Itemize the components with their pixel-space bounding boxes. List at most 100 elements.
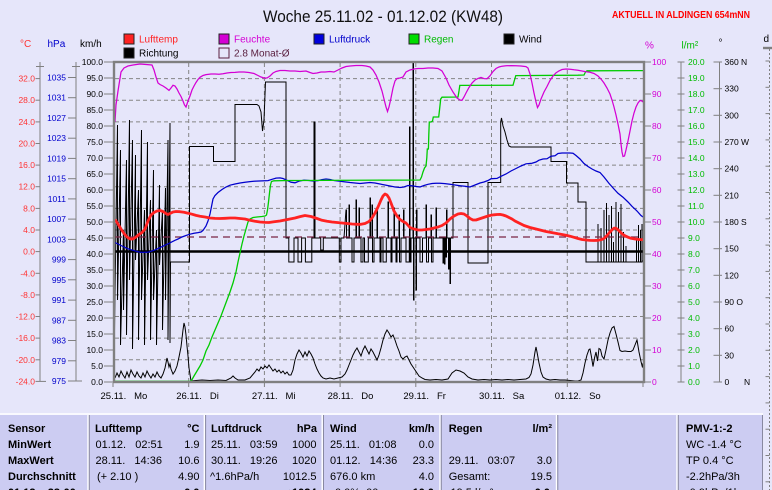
svg-text:0.0: 0.0 xyxy=(184,487,199,490)
svg-text:28.11. 14:36: 28.11. 14:36 xyxy=(96,455,162,467)
svg-text:N: N xyxy=(744,377,750,387)
svg-text:8.0: 8.0 xyxy=(688,249,700,259)
svg-text:270 W: 270 W xyxy=(725,137,750,147)
svg-text:29.11. 03:07: 29.11. 03:07 xyxy=(449,455,515,467)
svg-text:30: 30 xyxy=(725,350,735,360)
svg-text:6.0: 6.0 xyxy=(688,281,700,291)
svg-text:16.0: 16.0 xyxy=(18,160,35,170)
svg-text:50.0: 50.0 xyxy=(86,217,103,227)
svg-text:10.0: 10.0 xyxy=(86,345,103,355)
svg-text:60: 60 xyxy=(725,324,735,334)
svg-text:Regen: Regen xyxy=(424,35,453,46)
svg-text:975: 975 xyxy=(52,376,66,386)
svg-text:20.0: 20.0 xyxy=(688,57,705,67)
svg-text:1035: 1035 xyxy=(47,73,66,83)
svg-text:Durchschnitt: Durchschnitt xyxy=(8,471,76,483)
svg-text:210: 210 xyxy=(725,190,739,200)
svg-text:979: 979 xyxy=(52,356,66,366)
svg-text:(+ 2.10 ): (+ 2.10 ) xyxy=(97,471,138,483)
svg-text:km/h: km/h xyxy=(409,423,435,435)
svg-text:MaxWert: MaxWert xyxy=(8,455,54,467)
svg-text:17.0: 17.0 xyxy=(688,105,705,115)
svg-text:16.0: 16.0 xyxy=(688,121,705,131)
svg-text:0.0: 0.0 xyxy=(91,377,103,387)
svg-text:150: 150 xyxy=(725,244,739,254)
svg-text:15.0: 15.0 xyxy=(86,329,103,339)
svg-text:1031: 1031 xyxy=(47,93,66,103)
svg-text:-20.0: -20.0 xyxy=(16,355,36,365)
svg-text:20.0: 20.0 xyxy=(18,138,35,148)
svg-text:23.3: 23.3 xyxy=(413,455,434,467)
svg-text:5.0: 5.0 xyxy=(91,361,103,371)
svg-text:1012.5: 1012.5 xyxy=(283,471,317,483)
svg-text:0.0: 0.0 xyxy=(419,439,434,451)
svg-text:60: 60 xyxy=(652,185,662,195)
svg-text:3.0: 3.0 xyxy=(537,455,552,467)
svg-text:30.11. 19:26: 30.11. 19:26 xyxy=(211,455,277,467)
svg-text:30.0: 30.0 xyxy=(86,281,103,291)
svg-text:25.11. 01:08: 25.11. 01:08 xyxy=(330,439,396,451)
svg-text:28.0: 28.0 xyxy=(18,95,35,105)
svg-text:27.11. Mi: 27.11. Mi xyxy=(252,391,296,402)
svg-text:Woche 25.11.02 - 01.12.02 (KW4: Woche 25.11.02 - 01.12.02 (KW48) xyxy=(263,7,503,26)
svg-text:8.0: 8.0 xyxy=(23,203,35,213)
svg-text:100: 100 xyxy=(652,57,666,67)
svg-text:↓1024: ↓1024 xyxy=(287,487,318,490)
svg-text:0: 0 xyxy=(725,377,730,387)
svg-text:10.6: 10.6 xyxy=(178,455,199,467)
svg-text:hPa: hPa xyxy=(297,423,318,435)
svg-text:1.0: 1.0 xyxy=(688,361,700,371)
svg-text:29.11. Fr: 29.11. Fr xyxy=(403,391,446,402)
svg-text:80.0: 80.0 xyxy=(86,121,103,131)
svg-text:4.90: 4.90 xyxy=(178,471,199,483)
svg-text:18.0: 18.0 xyxy=(688,89,705,99)
svg-text:90: 90 xyxy=(652,89,662,99)
svg-text:°: ° xyxy=(719,38,723,49)
svg-text:26.11. Di: 26.11. Di xyxy=(176,391,219,402)
svg-text:-8.0: -8.0 xyxy=(20,290,35,300)
svg-text:5.0: 5.0 xyxy=(688,297,700,307)
svg-text:12.0: 12.0 xyxy=(18,182,35,192)
svg-text:Luftdruck: Luftdruck xyxy=(211,423,263,435)
svg-text:-12.0: -12.0 xyxy=(16,312,36,322)
svg-text:330: 330 xyxy=(725,84,739,94)
svg-text:7.0: 7.0 xyxy=(688,265,700,275)
svg-text:180 S: 180 S xyxy=(725,217,748,227)
svg-text:Luftdruck: Luftdruck xyxy=(329,35,371,46)
svg-text:4.0: 4.0 xyxy=(23,225,35,235)
svg-text:°C: °C xyxy=(187,423,199,435)
svg-text:19.0: 19.0 xyxy=(688,73,705,83)
svg-text:300: 300 xyxy=(725,110,739,120)
svg-text:°C: °C xyxy=(20,39,31,50)
svg-text:10: 10 xyxy=(652,345,662,355)
svg-text:25.11. Mo: 25.11. Mo xyxy=(101,391,148,402)
svg-text:100.0: 100.0 xyxy=(82,57,104,67)
svg-text:1027: 1027 xyxy=(47,113,66,123)
svg-text:70: 70 xyxy=(652,153,662,163)
svg-text:80: 80 xyxy=(652,121,662,131)
svg-text:85.0: 85.0 xyxy=(86,105,103,115)
svg-text:1003: 1003 xyxy=(47,234,66,244)
svg-text:01.12. 14:36: 01.12. 14:36 xyxy=(330,455,397,467)
svg-text:1007: 1007 xyxy=(47,214,66,224)
svg-text:PMV-1:-2: PMV-1:-2 xyxy=(686,423,732,435)
svg-text:Wind: Wind xyxy=(330,423,357,435)
svg-text:995: 995 xyxy=(52,275,66,285)
svg-text:d: d xyxy=(764,34,770,45)
svg-text:70.0: 70.0 xyxy=(86,153,103,163)
svg-text:4.0: 4.0 xyxy=(419,471,434,483)
svg-text:11.0: 11.0 xyxy=(688,201,704,211)
svg-text:676.0 km: 676.0 km xyxy=(330,471,375,483)
svg-text:%: % xyxy=(645,41,654,52)
svg-text:Lufttemp: Lufttemp xyxy=(139,35,178,46)
svg-text:0: 0 xyxy=(652,377,657,387)
svg-text:1.9: 1.9 xyxy=(184,439,199,451)
svg-text:Regen: Regen xyxy=(449,423,483,435)
svg-text:-16.0: -16.0 xyxy=(16,333,36,343)
svg-text:-4.0: -4.0 xyxy=(20,268,35,278)
svg-text:01.12. So: 01.12. So xyxy=(555,391,601,402)
svg-text:14.0: 14.0 xyxy=(688,153,705,163)
svg-text:km/h: km/h xyxy=(80,39,102,50)
svg-text:-24.0: -24.0 xyxy=(16,376,36,386)
svg-text:Feuchte: Feuchte xyxy=(234,35,271,46)
